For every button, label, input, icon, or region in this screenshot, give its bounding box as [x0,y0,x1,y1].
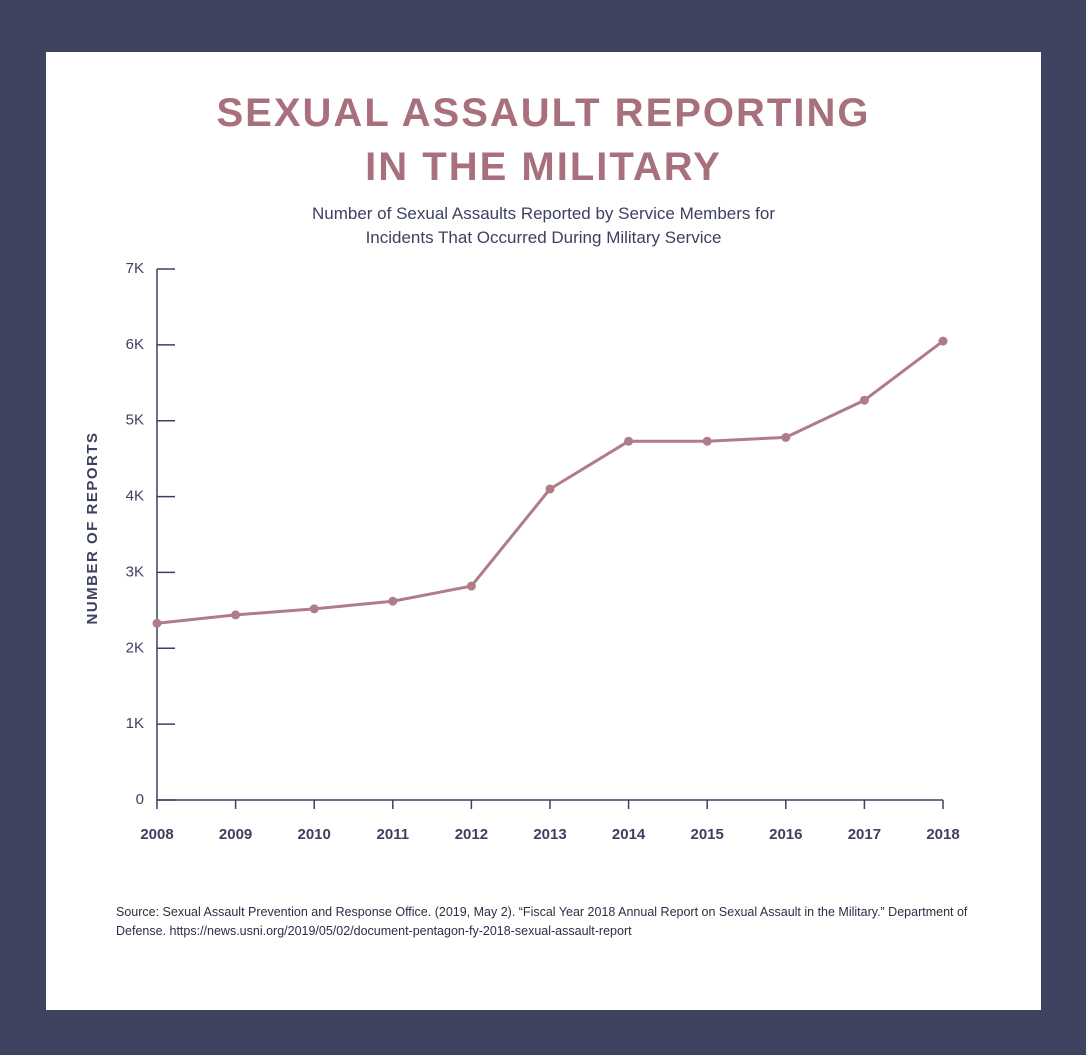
x-tick-label: 2015 [691,826,724,843]
chart-subtitle: Number of Sexual Assaults Reported by Se… [312,204,775,247]
data-point [545,484,555,494]
y-tick-label: 1K [126,715,144,732]
data-point [938,336,948,346]
y-tick-label: 3K [126,563,144,580]
x-tick-label: 2009 [219,826,252,843]
y-tick-label: 7K [126,260,144,277]
y-axis-label: NUMBER OF REPORTS [84,431,101,624]
data-point [388,596,398,606]
chart-title: SEXUAL ASSAULT REPORTING IN THE MILITARY [216,91,871,189]
data-point [859,395,869,405]
x-tick-label: 2017 [848,826,881,843]
data-point [466,581,476,591]
y-tick-label: 2K [126,639,144,656]
y-tick-label: 6K [126,336,144,353]
data-point [624,436,634,446]
y-tick-label: 5K [126,412,144,429]
data-point [231,610,241,620]
panel: SEXUAL ASSAULT REPORTING IN THE MILITARY… [46,52,1041,1010]
series-line [156,339,944,625]
x-tick-label: 2010 [298,826,331,843]
data-point [702,436,712,446]
y-tick-label: 4K [126,488,144,505]
x-tick-label: 2012 [455,826,488,843]
x-tick-label: 2013 [533,826,566,843]
source-note: Source: Sexual Assault Prevention and Re… [116,905,968,938]
x-tick-label: 2018 [926,826,959,843]
x-tick-label: 2014 [612,826,646,843]
x-tick-label: 2008 [140,826,173,843]
x-tick-label: 2016 [769,826,802,843]
y-tick-label: 0 [136,791,144,808]
data-point [781,432,791,442]
data-point [309,604,319,614]
data-point [152,618,162,628]
x-tick-label: 2011 [377,826,410,843]
